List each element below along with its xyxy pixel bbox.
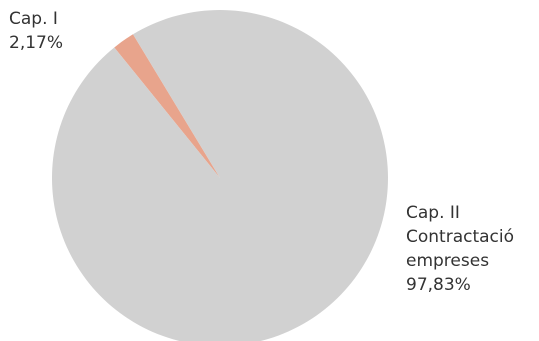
slice-label-cap-2-name: Cap. II xyxy=(406,203,460,223)
slice-label-cap-2-line3: empreses xyxy=(406,251,490,271)
slice-label-cap-2: Cap. II Contractació empreses 97,83% xyxy=(406,201,514,297)
pie-slice-1 xyxy=(114,34,220,178)
slice-label-cap-1: Cap. I 2,17% xyxy=(9,7,63,55)
slice-label-cap-1-name: Cap. I xyxy=(9,9,58,29)
pie-slice-2 xyxy=(51,10,388,341)
slice-label-cap-2-line2: Contractació xyxy=(406,227,515,247)
slice-label-cap-2-percent: 97,83% xyxy=(406,275,471,295)
slice-label-cap-1-percent: 2,17% xyxy=(9,33,64,53)
